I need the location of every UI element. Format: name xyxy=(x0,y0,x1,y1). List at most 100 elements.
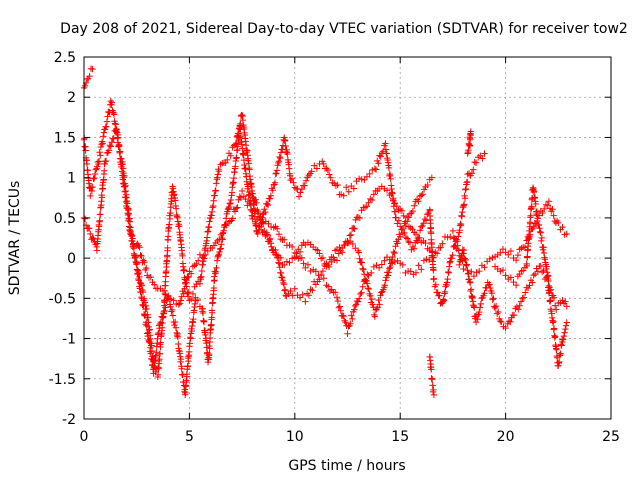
data-point-marker xyxy=(130,245,138,252)
data-point-marker xyxy=(524,253,531,260)
data-point-marker xyxy=(428,366,435,373)
data-point-marker xyxy=(546,287,554,294)
data-point-marker xyxy=(121,172,128,179)
data-point-marker xyxy=(213,264,220,272)
data-point-marker xyxy=(331,256,338,263)
data-point-marker xyxy=(325,263,333,271)
data-point-marker xyxy=(489,254,496,262)
data-point-marker xyxy=(349,240,356,248)
data-point-marker xyxy=(183,377,190,384)
data-point-marker xyxy=(150,370,157,377)
data-point-marker xyxy=(298,186,306,193)
data-point-marker xyxy=(520,294,528,301)
data-point-marker xyxy=(461,195,469,202)
data-point-marker xyxy=(191,300,199,308)
data-point-marker xyxy=(200,318,208,326)
data-point-marker xyxy=(454,242,461,249)
data-point-marker xyxy=(118,155,125,162)
data-point-marker xyxy=(89,234,96,242)
data-point-marker xyxy=(275,158,283,165)
data-point-marker xyxy=(186,340,193,347)
data-point-marker xyxy=(517,298,525,305)
data-point-marker xyxy=(364,285,372,292)
data-point-marker xyxy=(481,264,488,271)
data-point-marker xyxy=(419,222,426,230)
data-point-marker xyxy=(266,195,274,202)
data-point-marker xyxy=(547,286,555,293)
data-point-marker xyxy=(156,350,164,357)
data-point-marker xyxy=(316,276,323,283)
data-point-marker xyxy=(350,224,357,232)
data-point-marker xyxy=(185,288,192,296)
data-point-marker xyxy=(196,280,204,287)
data-point-marker xyxy=(334,181,341,189)
data-point-marker xyxy=(217,245,224,252)
y-tick-label: 1.5 xyxy=(54,130,76,146)
data-point-marker xyxy=(242,195,249,203)
data-point-marker xyxy=(277,254,284,262)
data-point-marker xyxy=(308,168,315,175)
data-point-marker xyxy=(98,194,106,201)
data-point-marker xyxy=(286,259,293,266)
data-point-marker xyxy=(339,249,346,256)
data-point-marker xyxy=(512,281,520,289)
data-point-marker xyxy=(296,294,304,301)
data-point-marker xyxy=(168,198,175,205)
data-point-marker xyxy=(226,200,233,208)
data-point-marker xyxy=(227,199,234,207)
data-point-marker xyxy=(505,275,512,283)
axis-ticks: 2.521.510.50-0.5-1-1.5-20 5 10 15 20 25 xyxy=(49,50,620,445)
data-point-marker xyxy=(529,279,536,286)
data-point-marker xyxy=(193,260,200,268)
data-point-marker xyxy=(460,250,467,257)
data-point-marker xyxy=(530,187,538,195)
data-point-marker xyxy=(273,170,280,177)
data-point-marker xyxy=(82,147,89,154)
data-point-marker xyxy=(439,240,446,247)
data-point-marker xyxy=(387,263,394,271)
data-point-marker xyxy=(526,220,534,227)
data-point-marker xyxy=(291,285,298,292)
data-point-marker xyxy=(301,182,308,189)
data-point-marker xyxy=(476,308,483,316)
data-point-marker xyxy=(184,289,191,297)
data-point-marker xyxy=(146,339,153,346)
data-point-marker xyxy=(398,226,405,233)
data-point-marker xyxy=(560,336,567,343)
data-point-marker xyxy=(423,256,430,263)
data-point-marker xyxy=(143,264,150,272)
data-point-marker xyxy=(161,307,168,315)
data-point-marker xyxy=(422,239,429,247)
data-point-marker xyxy=(252,196,259,203)
data-point-marker xyxy=(340,192,347,199)
data-point-marker xyxy=(394,240,401,247)
data-point-marker xyxy=(354,298,362,305)
data-point-marker xyxy=(367,292,374,299)
data-point-marker xyxy=(340,312,347,320)
data-point-marker xyxy=(538,237,545,245)
data-point-marker xyxy=(534,215,541,222)
data-point-marker xyxy=(342,319,349,326)
data-point-marker xyxy=(277,154,284,162)
data-point-marker xyxy=(499,245,507,253)
data-point-marker xyxy=(111,120,119,127)
data-point-marker xyxy=(247,201,255,209)
data-point-marker xyxy=(476,304,484,311)
data-point-marker xyxy=(108,99,116,106)
data-point-marker xyxy=(135,277,143,284)
data-point-marker xyxy=(155,329,162,337)
data-point-marker xyxy=(559,297,566,304)
data-point-marker xyxy=(365,272,372,279)
data-point-marker xyxy=(369,301,376,308)
y-tick-label: 0.5 xyxy=(54,211,76,227)
data-point-marker xyxy=(537,262,544,270)
data-point-marker xyxy=(557,350,564,357)
data-point-marker xyxy=(365,199,372,206)
data-point-marker xyxy=(502,324,509,332)
data-point-marker xyxy=(492,302,500,310)
data-point-marker xyxy=(157,318,165,326)
x-tick-label: 25 xyxy=(602,429,620,445)
data-point-marker xyxy=(541,205,548,213)
data-point-marker xyxy=(470,272,478,280)
